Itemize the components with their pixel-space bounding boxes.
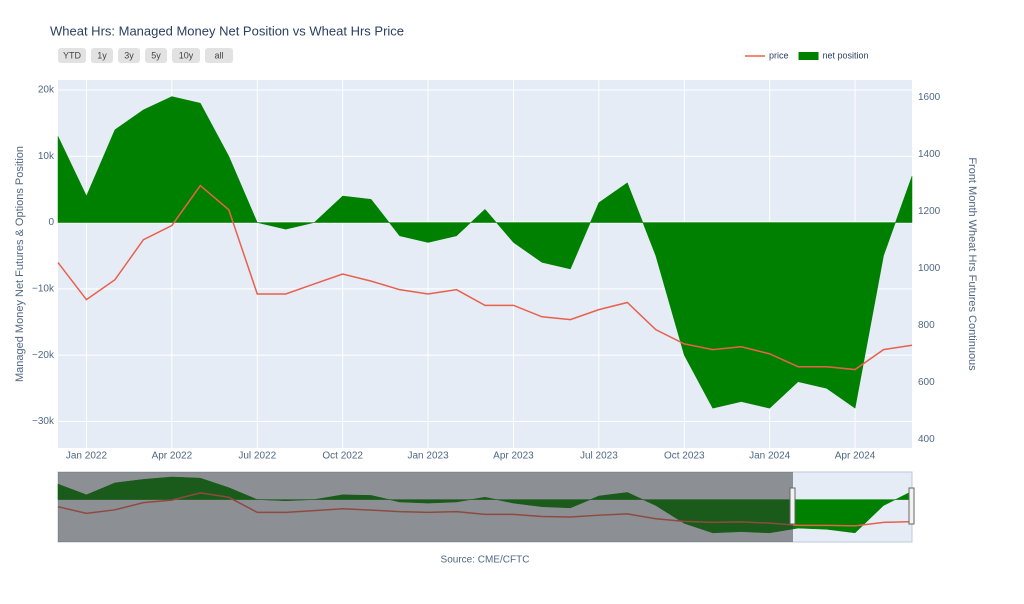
y2-tick-label: 400: [918, 434, 935, 445]
y-axis-title: Managed Money Net Futures & Options Posi…: [14, 146, 26, 382]
y2-tick-label: 1600: [918, 92, 941, 103]
range-button-label[interactable]: 5y: [151, 50, 161, 60]
y2-axis-title: Front Month Wheat Hrs Futures Continuous: [966, 157, 978, 371]
legend-swatch: [798, 52, 819, 60]
range-button-label[interactable]: 1y: [97, 50, 107, 60]
slider-handle[interactable]: [908, 487, 915, 525]
slider-handle[interactable]: [789, 487, 796, 525]
y-tick-label: −20k: [32, 350, 55, 361]
y2-tick-label: 1400: [918, 149, 941, 160]
y2-tick-label: 1000: [918, 263, 941, 274]
source: Source: CME/CFTC: [441, 555, 530, 566]
x-tick-label: Apr 2024: [835, 451, 876, 462]
net-position-area: [57, 96, 913, 409]
x-tick-label: Jul 2023: [580, 451, 618, 462]
y2-tick-label: 1200: [918, 206, 941, 217]
x-tick-label: Oct 2022: [322, 451, 363, 462]
x-tick-label: Apr 2022: [152, 451, 193, 462]
range-button-label[interactable]: all: [214, 50, 223, 60]
y-tick-label: 20k: [38, 85, 55, 96]
x-tick-label: Jul 2022: [238, 451, 276, 462]
range-button[interactable]: [145, 48, 167, 63]
slider-mask: [58, 472, 793, 542]
y-tick-label: −30k: [32, 416, 55, 427]
range-button-label[interactable]: 10y: [179, 50, 194, 60]
price-line: [57, 184, 913, 371]
y2-tick-label: 800: [918, 320, 935, 331]
y-tick-label: −10k: [32, 284, 55, 295]
x-tick-label: Jan 2022: [66, 451, 108, 462]
x-tick-label: Jan 2023: [407, 451, 449, 462]
legend-label: price: [769, 50, 789, 60]
range-button[interactable]: [205, 48, 233, 63]
x-tick-label: Apr 2023: [493, 451, 534, 462]
range-button-label[interactable]: YTD: [63, 50, 82, 60]
range-button[interactable]: [172, 48, 200, 63]
y-tick-label: 0: [48, 217, 54, 228]
range-button[interactable]: [91, 48, 113, 63]
range-button[interactable]: [118, 48, 140, 63]
range-button[interactable]: [58, 48, 86, 63]
x-tick-label: Jan 2024: [749, 451, 791, 462]
range-button-label[interactable]: 3y: [124, 50, 134, 60]
y2-tick-label: 600: [918, 377, 935, 388]
x-tick-label: Oct 2023: [664, 451, 705, 462]
y-tick-label: 10k: [38, 151, 55, 162]
legend-label: net position: [823, 50, 869, 60]
chart-title: Wheat Hrs: Managed Money Net Position vs…: [50, 23, 404, 38]
